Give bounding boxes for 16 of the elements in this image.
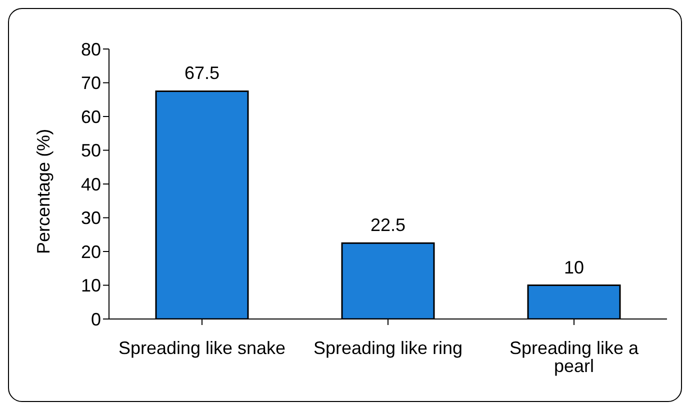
data-label: 22.5 xyxy=(370,215,406,236)
y-tick-label: 70 xyxy=(80,73,101,94)
data-label: 10 xyxy=(564,257,584,278)
x-tick-label: Spreading like snake xyxy=(118,338,286,358)
y-tick-label: 40 xyxy=(80,174,101,194)
y-tick-label: 20 xyxy=(80,242,101,262)
x-tick-label: Spreading like ring xyxy=(313,338,463,358)
y-tick-label: 60 xyxy=(80,106,101,127)
y-tick-label: 10 xyxy=(80,276,101,296)
data-label: 67.5 xyxy=(184,63,220,84)
y-axis-title: Percentage (%) xyxy=(33,128,54,254)
y-tick-label: 0 xyxy=(90,309,101,330)
y-tick-label: 80 xyxy=(80,39,101,60)
y-tick-label: 30 xyxy=(80,208,101,228)
y-tick-label: 50 xyxy=(80,140,101,161)
x-tick-label: Spreading like a pearl xyxy=(509,338,640,376)
